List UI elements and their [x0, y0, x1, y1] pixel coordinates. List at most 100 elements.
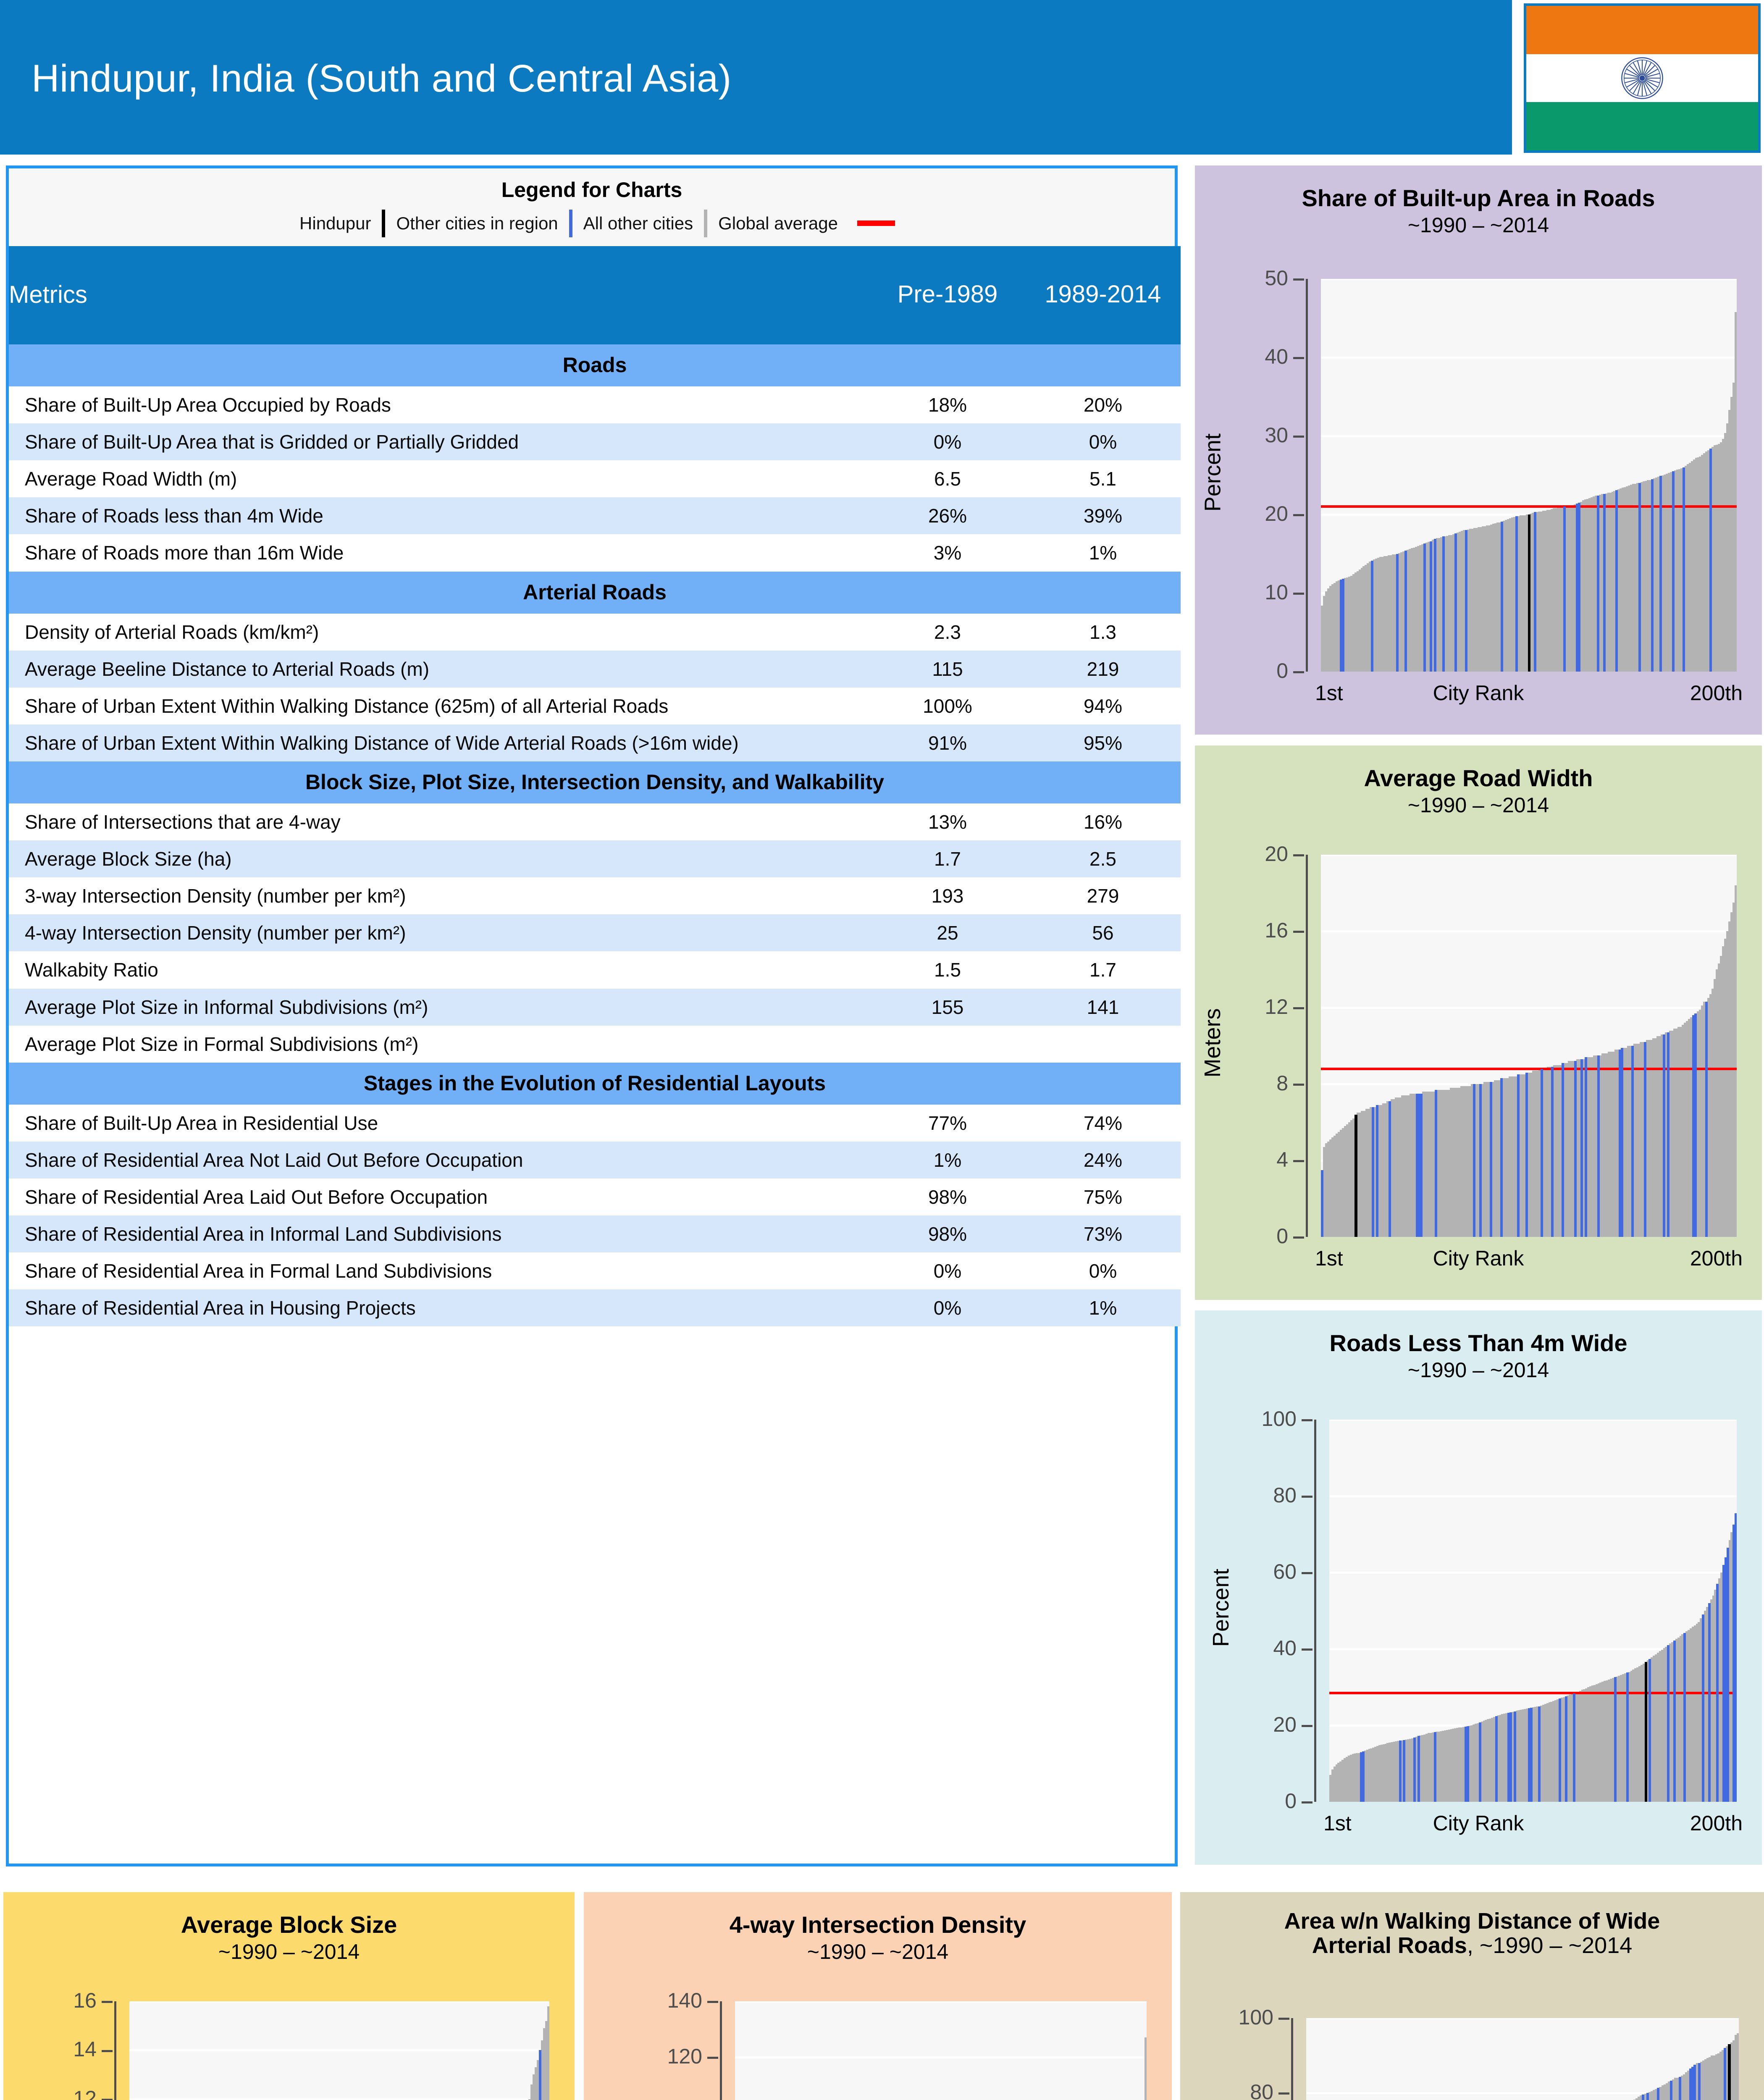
chart-panel-average-block-size: Average Block Size~1990 – ~2014024681012…: [3, 1892, 575, 2100]
chart-bar-highlight-city: [1528, 514, 1530, 672]
chart-subtitle: ~1990 – ~2014: [218, 1940, 360, 1964]
table-cell-metric-label: Average Road Width (m): [9, 460, 870, 498]
table-cell-pre-1989: 0%: [870, 423, 1025, 461]
chart-bar-other-city: [1528, 1072, 1530, 1237]
chart-bar-other-city: [1715, 969, 1718, 1237]
table-cell-pre-1989: 155: [870, 988, 1025, 1026]
chart-bar-other-city: [1485, 1082, 1488, 1237]
chart-bar-other-city: [1644, 2093, 1647, 2100]
table-cell-pre-1989: 1%: [870, 1141, 1025, 1179]
chart-bar-other-city: [1683, 2074, 1685, 2100]
table-row: Share of Residential Area in Formal Land…: [9, 1252, 1181, 1290]
chart-bar-other-city: [1340, 1130, 1342, 1237]
chart-bar-other-city: [1396, 1097, 1399, 1237]
chart-bar-other-city: [1440, 1731, 1442, 1802]
chart-bar-region-city: [1646, 2093, 1649, 2100]
chart-bar-other-city: [1377, 557, 1380, 672]
chart-bar-other-city: [1475, 1724, 1477, 1802]
chart-bar-other-city: [1661, 475, 1664, 672]
chart-bar-other-city: [1382, 1103, 1385, 1237]
metrics-table: Metrics Pre-1989 1989-2014 Roads Share of…: [9, 246, 1181, 1327]
chart-bar-other-city: [1714, 1589, 1717, 1802]
chart-bar-other-city: [1713, 979, 1716, 1237]
chart-bar-other-city: [1327, 588, 1330, 672]
table-section-header: Block Size, Plot Size, Intersection Dens…: [9, 761, 1181, 803]
table-cell-pre-1989: 100%: [870, 687, 1025, 724]
table-row: Average Plot Size in Informal Subdivisio…: [9, 988, 1181, 1026]
chart-bar-other-city: [1711, 2055, 1714, 2100]
chart-bar-other-city: [1638, 1666, 1641, 1802]
table-cell-pre-1989: 6.5: [870, 460, 1025, 498]
table-cell-1989-2014: 0%: [1025, 423, 1181, 461]
chart-bar-other-city: [1462, 1086, 1465, 1237]
chart-bar-other-city: [1532, 1071, 1535, 1237]
chart-bar-other-city: [1335, 1764, 1338, 1802]
chart-panel-roads-less-than-4m-wide: Roads Less Than 4m Wide ~1990 – ~2014 0 20 4…: [1195, 1310, 1762, 1865]
chart-bar-other-city: [1732, 382, 1735, 672]
chart-bar-other-city: [1389, 1742, 1391, 1802]
chart-title: Area w/n Walking Distance of Wide Arteria…: [1180, 1909, 1764, 1958]
chart-bar-other-city: [1688, 1630, 1690, 1802]
legend-items: Hindupur Other cities in region All othe…: [289, 209, 895, 237]
chart-bar-region-city: [1678, 2076, 1681, 2100]
chart-bar-other-city: [1691, 1627, 1694, 1802]
chart-bar-other-city: [1405, 1095, 1408, 1237]
chart-bar-other-city: [1645, 480, 1647, 672]
chart-bar-other-city: [1431, 1732, 1434, 1802]
chart-bar-other-city: [1712, 447, 1714, 672]
chart-y-axis: [114, 2001, 116, 2100]
chart-bar-region-city: [1642, 2095, 1645, 2100]
chart-bar-other-city: [1354, 1754, 1357, 1802]
chart-bar-other-city: [1614, 1050, 1617, 1237]
chart-bar-other-city: [1394, 1741, 1397, 1802]
chart-bar-other-city: [1410, 548, 1413, 672]
chart-bar-other-city: [1611, 491, 1614, 672]
table-cell-metric-label: Share of Built-Up Area that is Gridded o…: [9, 423, 870, 461]
table-cell-1989-2014: 1%: [1025, 1289, 1181, 1327]
table-cell-metric-label: Share of Built-Up Area in Residential Us…: [9, 1104, 870, 1142]
chart-bar-other-city: [1641, 482, 1643, 672]
chart-bar-region-city: [1573, 1693, 1576, 1802]
chart-bar-other-city: [1627, 1046, 1630, 1237]
chart-gridline: [1329, 1495, 1737, 1497]
chart-bar-other-city: [1333, 1767, 1336, 1802]
chart-bar-other-city: [1530, 514, 1533, 672]
chart-bar-other-city: [1492, 524, 1495, 672]
legend-swatch-global-average-icon: [857, 220, 895, 226]
table-section-title: Arterial Roads: [9, 571, 1181, 614]
chart-bar-other-city: [1461, 531, 1463, 672]
chart-bar-region-city: [1596, 496, 1599, 672]
chart-y-axis: [1314, 1420, 1316, 1802]
chart-bar-other-city: [1620, 488, 1622, 672]
chart-subtitle: ~1990 – ~2014: [1407, 213, 1549, 237]
chart-y-tick-label: 20: [1195, 842, 1304, 866]
chart-bar-other-city: [1612, 1051, 1615, 1237]
chart-y-tick-label: 20: [1203, 1712, 1312, 1737]
chart-bar-other-city: [1352, 574, 1355, 672]
chart-bar-other-city: [1440, 537, 1443, 672]
table-cell-pre-1989: 3%: [870, 534, 1025, 572]
chart-bar-highlight-city: [1644, 1662, 1647, 1802]
chart-bar-other-city: [1595, 1055, 1598, 1237]
chart-bar-other-city: [1696, 1623, 1698, 1802]
chart-bar-other-city: [1625, 1047, 1628, 1237]
chart-bar-other-city: [1671, 1030, 1674, 1237]
chart-bar-other-city: [1538, 1068, 1541, 1237]
chart-bar-other-city: [1408, 549, 1411, 672]
chart-bar-other-city: [1628, 485, 1630, 672]
chart-bar-other-city: [1419, 1735, 1422, 1802]
chart-bar-other-city: [1334, 1135, 1336, 1237]
ashoka-chakra-icon: [1621, 57, 1663, 99]
chart-bar-other-city: [1372, 1747, 1375, 1802]
chart-bar-other-city: [1530, 1072, 1533, 1237]
chart-bar-other-city: [1673, 1029, 1676, 1237]
chart-bar-other-city: [1573, 504, 1576, 672]
chart-bar-other-city: [1559, 507, 1562, 672]
chart-bar-other-city: [1680, 2076, 1683, 2100]
chart-bar-other-city: [1724, 939, 1727, 1237]
chart-bar-other-city: [1672, 2079, 1675, 2100]
chart-global-average-line: [1329, 1691, 1737, 1694]
chart-bar-other-city: [1569, 1695, 1571, 1802]
page-header: Hindupur, India (South and Central Asia): [0, 0, 1512, 155]
chart-bar-region-city: [1495, 1716, 1498, 1802]
